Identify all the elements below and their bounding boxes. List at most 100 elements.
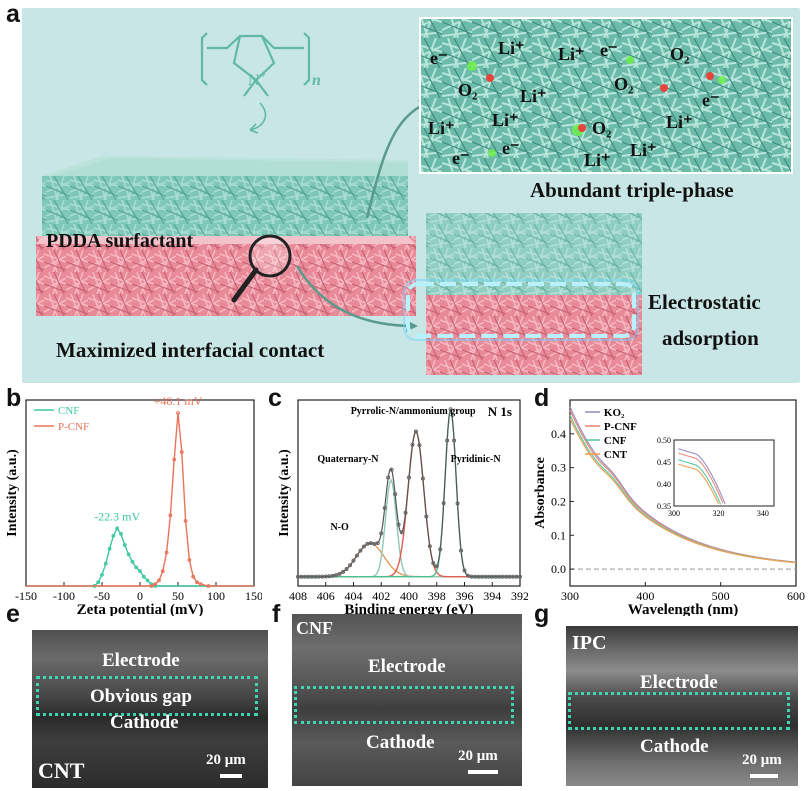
data-point	[115, 526, 120, 531]
raw-data-point	[375, 541, 380, 546]
peak-annotation: N-O	[330, 522, 349, 533]
peak-label: -22.3 mV	[94, 509, 140, 523]
legend-label: P-CNF	[58, 421, 89, 433]
raw-data-point	[462, 568, 467, 573]
x-axis-label: Binding energy (eV)	[344, 602, 473, 616]
species-label: Li⁺	[630, 140, 657, 160]
maximized-contact-label: Maximized interfacial contact	[56, 338, 325, 362]
raw-data-point	[334, 573, 339, 578]
inset-x-tick-label: 320	[712, 509, 724, 518]
legend-label: CNT	[604, 449, 628, 461]
x-tick-label: 0	[137, 589, 143, 603]
x-tick-label: 600	[787, 589, 805, 603]
electrostatic-label: Electrostatic	[648, 290, 761, 314]
legend-label: KO₂	[604, 407, 625, 419]
species-label: e⁻	[502, 138, 520, 158]
x-tick-label: 396	[456, 589, 474, 603]
peak-annotation: Pyrrolic-N/ammonium group	[351, 406, 476, 417]
scale-bar	[468, 770, 498, 774]
raw-data-point	[372, 541, 377, 546]
inset-y-tick-label: 0.35	[657, 502, 671, 511]
data-point	[145, 578, 150, 583]
sample-label: CNF	[296, 618, 333, 638]
x-tick-label: 100	[207, 589, 225, 603]
data-point	[191, 574, 196, 579]
x-tick-label: 404	[345, 589, 363, 603]
raw-data-point	[518, 574, 522, 579]
svg-text:+: +	[260, 69, 266, 81]
data-point	[126, 552, 131, 557]
data-point	[103, 561, 108, 566]
interface-highlight	[568, 692, 790, 730]
x-tick-label: 50	[172, 589, 184, 603]
data-point	[134, 565, 139, 570]
data-point	[206, 584, 211, 588]
data-point	[111, 533, 116, 538]
raw-data-point	[445, 438, 450, 443]
raw-data-point	[344, 567, 349, 572]
data-point	[195, 580, 199, 585]
x-tick-label: 394	[483, 589, 501, 603]
inset-y-tick-label: 0.40	[657, 480, 671, 489]
raw-data-point	[365, 541, 370, 546]
inset-x-tick-label: 300	[668, 509, 680, 518]
raw-data-point	[396, 522, 401, 527]
raw-data-point	[389, 467, 394, 472]
species-label: O₂	[458, 80, 478, 100]
raw-data-point	[448, 407, 453, 412]
raw-data-point	[417, 443, 422, 448]
y-axis-label: Absorbance	[534, 457, 548, 529]
data-point	[141, 574, 146, 579]
raw-data-point	[427, 544, 432, 549]
y-axis-label: Intensity (a.u.)	[5, 449, 20, 537]
species-label: e⁻	[452, 148, 470, 168]
sample-label: IPC	[572, 632, 607, 654]
raw-data-point	[413, 429, 418, 434]
inset-line	[678, 459, 722, 505]
x-tick-label: -50	[94, 589, 110, 603]
species-label: Li⁺	[666, 112, 693, 132]
data-point	[107, 546, 112, 551]
peak-label: +48.1 mV	[154, 394, 203, 408]
species-label: O₂	[614, 74, 634, 94]
inset-line	[678, 463, 719, 505]
data-point	[179, 450, 184, 454]
panel-b-letter: b	[6, 384, 22, 412]
legend-label: CNF	[604, 435, 627, 447]
x-tick-label: 150	[245, 589, 262, 603]
xps-n1s-chart: 408 406 404 402 400 398 396 394 392 Binding energ…	[277, 399, 528, 616]
panel-a-letter: a	[6, 0, 20, 28]
inset-x-tick-label: 340	[757, 509, 769, 518]
panel-c-letter: c	[268, 384, 282, 412]
raw-data-point	[403, 510, 408, 515]
component-peak	[298, 542, 519, 578]
data-point	[157, 578, 161, 583]
electrode-label: Electrode	[368, 656, 446, 677]
raw-data-point	[434, 564, 439, 569]
raw-data-point	[455, 501, 460, 506]
raw-data-point	[361, 544, 366, 549]
x-tick-label: 392	[511, 589, 528, 603]
plot-frame	[297, 399, 521, 587]
raw-data-point	[420, 476, 425, 481]
scale-label: 20 μm	[742, 752, 782, 768]
raw-data-point	[330, 573, 335, 578]
zeta-potential-chart: -150 -100 -50 0 50 100 150 Zeta potential (mV) I…	[5, 394, 262, 616]
raw-data-point	[438, 547, 443, 552]
schematic-illustration: N +	[36, 17, 793, 375]
panel-e-letter: e	[6, 600, 20, 628]
data-point	[198, 582, 203, 587]
inset-y-tick-label: 0.45	[657, 458, 671, 467]
adsorption-label: adsorption	[662, 326, 759, 350]
composite-block	[36, 156, 416, 316]
raw-data-point	[410, 442, 415, 447]
data-point	[122, 543, 127, 547]
data-point	[164, 550, 169, 555]
inset-y-tick-label: 0.50	[657, 436, 671, 445]
interface-highlight	[294, 686, 514, 724]
raw-data-point	[351, 558, 356, 563]
schematic-panel: N +	[22, 8, 800, 383]
x-tick-label: 300	[561, 589, 579, 603]
x-tick-label: -150	[15, 589, 37, 603]
x-tick-label: 408	[289, 589, 307, 603]
